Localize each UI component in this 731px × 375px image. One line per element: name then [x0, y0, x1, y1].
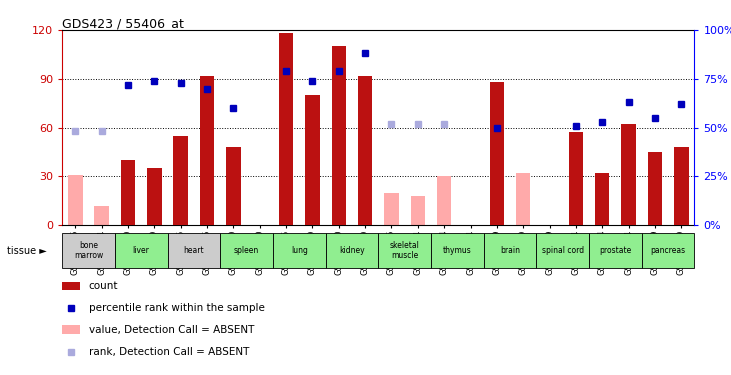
- Bar: [305, 95, 319, 225]
- Text: tissue ►: tissue ►: [7, 246, 47, 255]
- Bar: [648, 152, 662, 225]
- Bar: [621, 124, 636, 225]
- Bar: [411, 196, 425, 225]
- Bar: [62, 232, 115, 268]
- Bar: [537, 232, 589, 268]
- Bar: [62, 326, 80, 334]
- Text: lung: lung: [291, 246, 308, 255]
- Bar: [173, 136, 188, 225]
- Text: thymus: thymus: [443, 246, 471, 255]
- Text: count: count: [88, 281, 118, 291]
- Bar: [431, 232, 484, 268]
- Text: percentile rank within the sample: percentile rank within the sample: [88, 303, 265, 313]
- Bar: [325, 232, 379, 268]
- Text: liver: liver: [133, 246, 150, 255]
- Text: brain: brain: [500, 246, 520, 255]
- Bar: [642, 232, 694, 268]
- Bar: [589, 232, 642, 268]
- Text: bone
marrow: bone marrow: [74, 241, 103, 260]
- Bar: [273, 232, 325, 268]
- Bar: [595, 173, 610, 225]
- Bar: [358, 75, 372, 225]
- Bar: [437, 176, 452, 225]
- Bar: [279, 33, 293, 225]
- Bar: [484, 232, 537, 268]
- Bar: [94, 206, 109, 225]
- Text: GDS423 / 55406_at: GDS423 / 55406_at: [62, 17, 184, 30]
- Bar: [62, 282, 80, 290]
- Bar: [569, 132, 583, 225]
- Text: spinal cord: spinal cord: [542, 246, 584, 255]
- Bar: [147, 168, 162, 225]
- Text: heart: heart: [183, 246, 204, 255]
- Bar: [385, 192, 398, 225]
- Text: value, Detection Call = ABSENT: value, Detection Call = ABSENT: [88, 325, 254, 335]
- Bar: [226, 147, 240, 225]
- Text: rank, Detection Call = ABSENT: rank, Detection Call = ABSENT: [88, 347, 249, 357]
- Bar: [490, 82, 504, 225]
- Bar: [167, 232, 220, 268]
- Bar: [516, 173, 531, 225]
- Text: skeletal
muscle: skeletal muscle: [390, 241, 420, 260]
- Bar: [200, 75, 214, 225]
- Text: pancreas: pancreas: [651, 246, 686, 255]
- Text: prostate: prostate: [599, 246, 632, 255]
- Bar: [68, 175, 83, 225]
- Bar: [115, 232, 167, 268]
- Bar: [332, 46, 346, 225]
- Text: spleen: spleen: [234, 246, 260, 255]
- Text: kidney: kidney: [339, 246, 365, 255]
- Bar: [674, 147, 689, 225]
- Bar: [220, 232, 273, 268]
- Bar: [379, 232, 431, 268]
- Bar: [121, 160, 135, 225]
